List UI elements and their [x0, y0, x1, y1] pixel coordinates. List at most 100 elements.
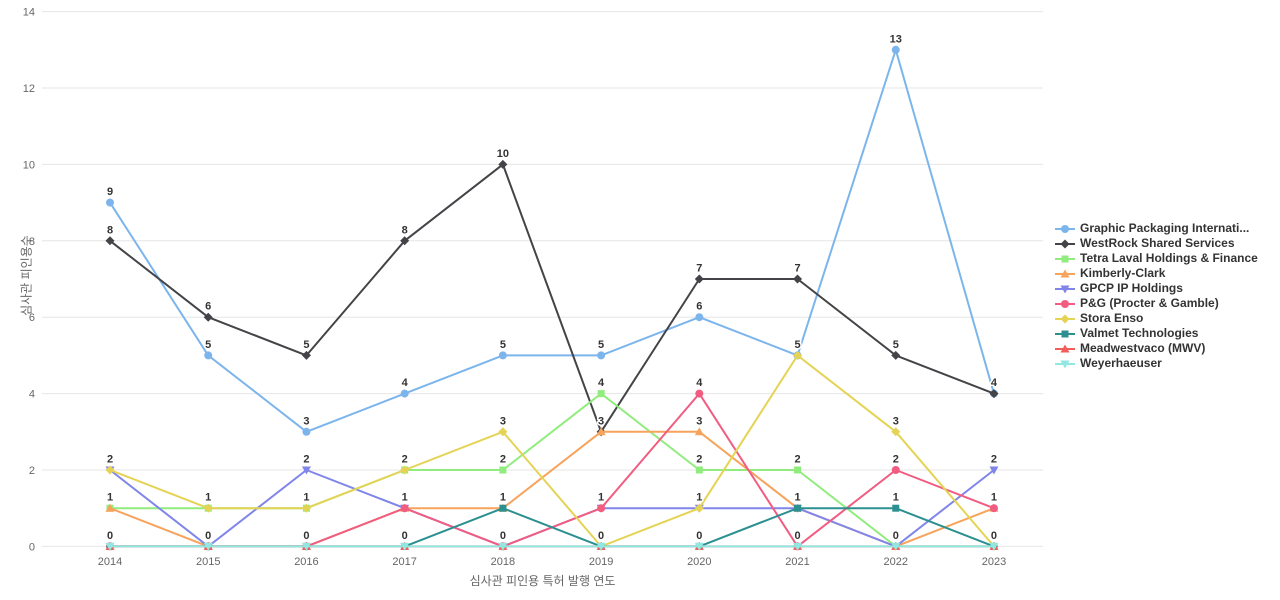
legend-item-3[interactable]: Tetra Laval Holdings & Finance — [1055, 251, 1258, 266]
data-point-marker[interactable] — [694, 542, 704, 551]
data-point-marker[interactable] — [203, 542, 213, 551]
data-point-marker[interactable] — [597, 504, 606, 513]
y-axis-tick-label: 14 — [23, 7, 35, 19]
data-point-marker[interactable] — [203, 503, 213, 513]
x-axis-tick-label: 2019 — [589, 556, 613, 568]
data-point-marker[interactable] — [793, 274, 803, 284]
data-point-marker[interactable] — [596, 542, 606, 551]
legend-item-1[interactable]: Graphic Packaging Internati... — [1055, 221, 1258, 236]
data-label: 2 — [303, 454, 309, 466]
data-label: 3 — [303, 415, 309, 427]
data-point-marker[interactable] — [794, 504, 802, 512]
data-point-marker[interactable] — [400, 542, 410, 551]
legend-item-6[interactable]: P&G (Procter & Gamble) — [1055, 296, 1258, 311]
data-point-marker[interactable] — [204, 351, 213, 360]
legend-marker-circle-icon — [1055, 223, 1075, 235]
data-point-marker[interactable] — [989, 542, 999, 551]
data-point-marker[interactable] — [694, 274, 704, 284]
legend-item-8[interactable]: Valmet Technologies — [1055, 326, 1258, 341]
data-point-marker[interactable] — [498, 542, 508, 551]
x-axis-tick-label: 2017 — [392, 556, 416, 568]
legend-label: P&G (Procter & Gamble) — [1080, 296, 1219, 310]
data-label: 2 — [500, 454, 506, 466]
data-label: 0 — [107, 530, 113, 542]
data-point-marker[interactable] — [695, 313, 704, 322]
data-point-marker[interactable] — [498, 427, 508, 437]
data-point-marker[interactable] — [597, 351, 606, 360]
data-point-marker[interactable] — [793, 350, 803, 360]
legend-item-2[interactable]: WestRock Shared Services — [1055, 236, 1258, 251]
data-point-marker[interactable] — [301, 466, 311, 475]
data-point-marker[interactable] — [106, 198, 114, 207]
data-point-marker[interactable] — [105, 465, 115, 475]
data-point-marker[interactable] — [892, 504, 900, 512]
legend-marker-square-icon — [1055, 253, 1075, 265]
data-point-marker[interactable] — [400, 389, 409, 398]
data-label: 1 — [696, 492, 702, 504]
y-axis-tick-label: 4 — [29, 389, 35, 401]
data-label: 0 — [696, 530, 702, 542]
data-point-marker[interactable] — [694, 427, 704, 436]
data-point-marker[interactable] — [400, 504, 409, 513]
legend-item-9[interactable]: Meadwestvaco (MWV) — [1055, 341, 1258, 356]
series-line — [109, 163, 995, 433]
data-point-marker[interactable] — [301, 542, 311, 551]
data-label: 0 — [205, 530, 211, 542]
data-point-marker[interactable] — [499, 504, 507, 512]
data-label: 0 — [794, 530, 800, 542]
data-point-marker[interactable] — [989, 504, 998, 513]
x-axis-tick-label: 2022 — [884, 556, 908, 568]
data-point-marker[interactable] — [597, 390, 605, 398]
legend-item-7[interactable]: Stora Enso — [1055, 311, 1258, 326]
data-point-marker[interactable] — [105, 236, 115, 246]
data-point-marker[interactable] — [695, 466, 703, 474]
legend-item-5[interactable]: GPCP IP Holdings — [1055, 281, 1258, 296]
data-point-marker[interactable] — [203, 312, 213, 322]
data-point-marker[interactable] — [891, 427, 901, 437]
data-point-marker[interactable] — [989, 389, 999, 399]
legend-label: Tetra Laval Holdings & Finance — [1080, 251, 1258, 265]
data-label: 1 — [205, 492, 211, 504]
data-point-marker[interactable] — [989, 466, 999, 475]
data-point-marker[interactable] — [301, 350, 311, 360]
legend-label: Meadwestvaco (MWV) — [1080, 341, 1206, 355]
data-point-marker[interactable] — [400, 236, 410, 246]
legend-label: Weyerhaeuser — [1080, 356, 1162, 370]
data-point-marker[interactable] — [695, 389, 704, 398]
data-label: 5 — [598, 339, 604, 351]
data-point-marker[interactable] — [498, 351, 507, 360]
data-point-marker[interactable] — [891, 350, 901, 360]
data-point-marker[interactable] — [105, 503, 115, 512]
data-label: 8 — [402, 224, 408, 236]
legend-marker-diamond-icon — [1055, 238, 1075, 250]
y-axis-tick-label: 6 — [29, 312, 35, 324]
data-point-marker[interactable] — [891, 466, 900, 474]
legend-label: Kimberly-Clark — [1080, 266, 1166, 280]
legend-label: GPCP IP Holdings — [1080, 281, 1183, 295]
legend-item-10[interactable]: Weyerhaeuser — [1055, 356, 1258, 371]
y-axis-title: 심사관 피인용수 — [19, 235, 34, 316]
data-point-marker[interactable] — [301, 503, 311, 513]
data-point-marker[interactable] — [302, 427, 311, 436]
data-point-marker[interactable] — [499, 466, 507, 474]
data-label: 8 — [107, 224, 113, 236]
data-label: 2 — [107, 454, 113, 466]
x-axis-tick-label: 2023 — [982, 556, 1006, 568]
data-point-marker[interactable] — [891, 542, 901, 551]
data-point-marker[interactable] — [596, 427, 606, 436]
data-label: 13 — [890, 33, 902, 45]
data-point-marker[interactable] — [498, 159, 508, 169]
data-point-marker[interactable] — [793, 542, 803, 551]
data-point-marker[interactable] — [400, 465, 410, 475]
legend-item-4[interactable]: Kimberly-Clark — [1055, 266, 1258, 281]
data-point-marker[interactable] — [694, 503, 704, 513]
data-label: 1 — [794, 492, 800, 504]
data-label: 6 — [696, 301, 702, 313]
data-point-marker[interactable] — [794, 466, 802, 474]
data-point-marker[interactable] — [891, 45, 900, 54]
series-line — [109, 48, 995, 433]
data-label: 0 — [991, 530, 997, 542]
data-point-marker[interactable] — [105, 542, 115, 551]
data-label: 4 — [991, 377, 998, 389]
